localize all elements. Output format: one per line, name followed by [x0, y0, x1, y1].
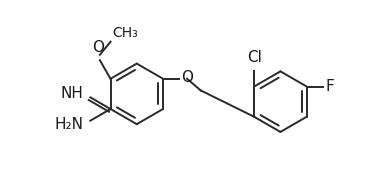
Text: NH: NH	[60, 86, 83, 101]
Text: O: O	[181, 70, 193, 85]
Text: CH₃: CH₃	[112, 26, 138, 40]
Text: Cl: Cl	[247, 50, 262, 65]
Text: O: O	[92, 40, 104, 55]
Text: F: F	[325, 79, 334, 94]
Text: H₂N: H₂N	[54, 117, 83, 132]
